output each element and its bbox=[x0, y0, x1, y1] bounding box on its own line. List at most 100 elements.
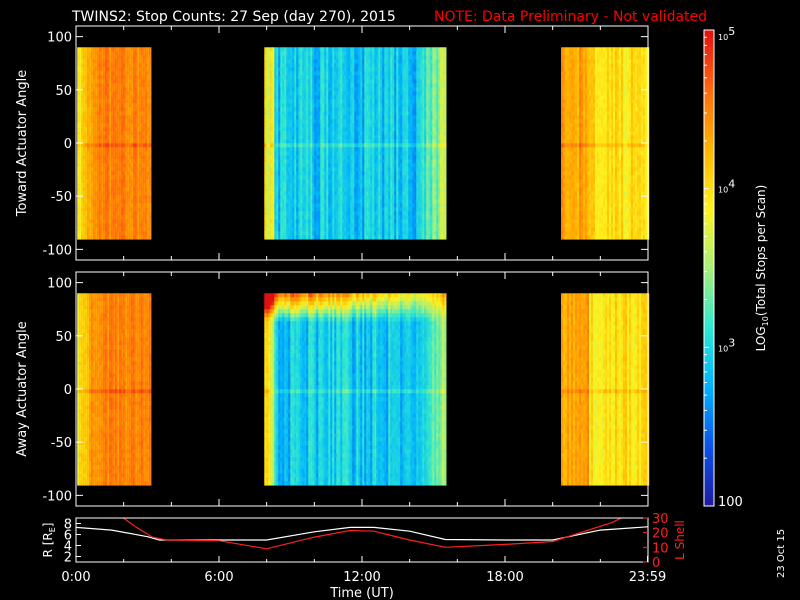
heatmap-cell bbox=[284, 235, 287, 240]
heatmap-cell bbox=[322, 183, 325, 188]
heatmap-cell bbox=[115, 63, 118, 68]
heatmap-cell bbox=[328, 143, 331, 148]
heatmap-cell bbox=[121, 111, 124, 116]
heatmap-cell bbox=[298, 95, 301, 100]
heatmap-cell bbox=[278, 107, 281, 112]
heatmap-cell bbox=[81, 171, 84, 176]
heatmap-cell bbox=[340, 135, 343, 140]
heatmap-cell bbox=[296, 147, 299, 152]
heatmap-cell bbox=[91, 63, 94, 68]
heatmap-cell bbox=[388, 163, 391, 168]
heatmap-cell bbox=[93, 183, 96, 188]
heatmap-cell bbox=[310, 179, 313, 184]
heatmap-cell bbox=[113, 91, 116, 96]
heatmap-cell bbox=[79, 155, 82, 160]
heatmap-cell bbox=[300, 59, 303, 64]
heatmap-cell bbox=[284, 127, 287, 132]
heatmap-cell bbox=[109, 139, 112, 144]
heatmap-cell bbox=[384, 219, 387, 224]
heatmap-cell bbox=[103, 63, 106, 68]
heatmap-cell bbox=[91, 183, 94, 188]
heatmap-cell bbox=[380, 83, 383, 88]
heatmap-cell bbox=[298, 235, 301, 240]
heatmap-cell bbox=[139, 167, 142, 172]
heatmap-cell bbox=[314, 95, 317, 100]
heatmap-cell bbox=[113, 159, 116, 164]
heatmap-cell bbox=[137, 103, 140, 108]
heatmap-cell bbox=[388, 191, 391, 196]
heatmap-cell bbox=[320, 223, 323, 228]
heatmap-cell bbox=[338, 179, 341, 184]
heatmap-cell bbox=[147, 219, 150, 224]
heatmap-cell bbox=[396, 79, 399, 84]
heatmap-cell bbox=[282, 159, 285, 164]
heatmap-cell bbox=[304, 91, 307, 96]
heatmap-cell bbox=[83, 143, 86, 148]
heatmap-cell bbox=[380, 215, 383, 220]
heatmap-cell bbox=[129, 231, 132, 236]
heatmap-cell bbox=[85, 167, 88, 172]
heatmap-cell bbox=[304, 55, 307, 60]
heatmap-cell bbox=[336, 59, 339, 64]
heatmap-cell bbox=[292, 127, 295, 132]
heatmap-cell bbox=[101, 107, 104, 112]
heatmap-cell bbox=[314, 159, 317, 164]
heatmap-cell bbox=[318, 191, 321, 196]
heatmap-cell bbox=[113, 71, 116, 76]
heatmap-cell bbox=[95, 139, 98, 144]
heatmap-cell bbox=[342, 83, 345, 88]
heatmap-cell bbox=[352, 183, 355, 188]
heatmap-cell bbox=[93, 103, 96, 108]
heatmap-cell bbox=[266, 199, 269, 204]
heatmap-cell bbox=[280, 91, 283, 96]
heatmap-cell bbox=[272, 51, 275, 56]
heatmap-cell bbox=[302, 91, 305, 96]
heatmap-cell bbox=[127, 223, 130, 228]
heatmap-cell bbox=[135, 223, 138, 228]
heatmap-cell bbox=[282, 95, 285, 100]
heatmap-cell bbox=[354, 95, 357, 100]
heatmap-cell bbox=[276, 211, 279, 216]
heatmap-cell bbox=[358, 111, 361, 116]
heatmap-cell bbox=[348, 227, 351, 232]
heatmap-cell bbox=[326, 115, 329, 120]
heatmap-cell bbox=[318, 195, 321, 200]
heatmap-cell bbox=[394, 203, 397, 208]
heatmap-cell bbox=[147, 207, 150, 212]
heatmap-cell bbox=[274, 155, 277, 160]
heatmap-cell bbox=[93, 163, 96, 168]
heatmap-cell bbox=[326, 139, 329, 144]
heatmap-cell bbox=[264, 99, 267, 104]
heatmap-cell bbox=[376, 103, 379, 108]
heatmap-cell bbox=[304, 179, 307, 184]
heatmap-cell bbox=[149, 131, 152, 136]
heatmap-cell bbox=[312, 203, 315, 208]
heatmap-cell bbox=[127, 59, 130, 64]
heatmap-cell bbox=[107, 219, 110, 224]
heatmap-cell bbox=[99, 151, 102, 156]
heatmap-cell bbox=[135, 183, 138, 188]
heatmap-cell bbox=[87, 231, 90, 236]
heatmap-cell bbox=[312, 95, 315, 100]
heatmap-cell bbox=[376, 143, 379, 148]
heatmap-cell bbox=[272, 103, 275, 108]
heatmap-cell bbox=[81, 135, 84, 140]
heatmap-cell bbox=[358, 87, 361, 92]
heatmap-cell bbox=[324, 87, 327, 92]
heatmap-cell bbox=[312, 127, 315, 132]
heatmap-cell bbox=[266, 147, 269, 152]
heatmap-cell bbox=[121, 167, 124, 172]
heatmap-cell bbox=[268, 83, 271, 88]
heatmap-cell bbox=[302, 163, 305, 168]
heatmap-cell bbox=[101, 87, 104, 92]
heatmap-cell bbox=[362, 187, 365, 192]
heatmap-cell bbox=[318, 163, 321, 168]
heatmap-cell bbox=[278, 79, 281, 84]
heatmap-cell bbox=[97, 111, 100, 116]
heatmap-cell bbox=[346, 91, 349, 96]
heatmap-cell bbox=[292, 171, 295, 176]
heatmap-cell bbox=[131, 199, 134, 204]
heatmap-cell bbox=[133, 199, 136, 204]
heatmap-cell bbox=[282, 167, 285, 172]
heatmap-cell bbox=[129, 147, 132, 152]
